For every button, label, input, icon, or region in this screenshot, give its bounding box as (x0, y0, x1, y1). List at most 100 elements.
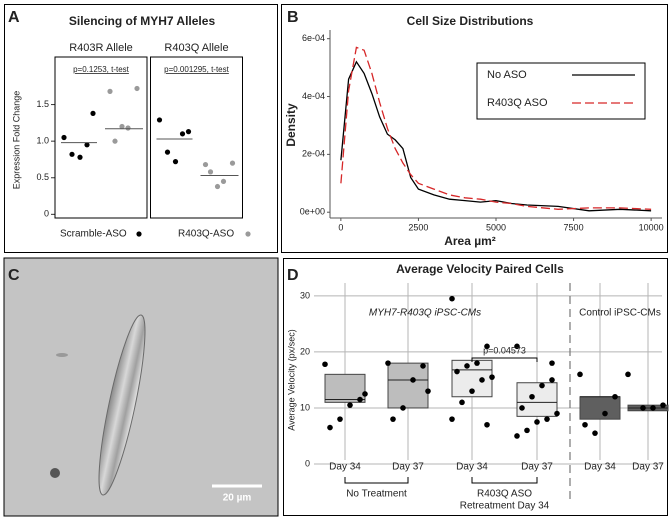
p-value: p=0.04573 (483, 345, 526, 355)
data-point (544, 416, 550, 422)
data-point (449, 295, 455, 302)
data-point (554, 410, 560, 417)
data-point (479, 377, 485, 383)
data-point (464, 363, 470, 369)
x-tick-label: 2500 (408, 222, 428, 232)
y-tick-label: 1.0 (36, 136, 49, 146)
debris (50, 468, 60, 478)
data-point (185, 129, 192, 135)
data-point (337, 416, 343, 422)
data-point (112, 138, 118, 144)
chart-title: Cell Size Distributions (407, 14, 534, 28)
data-point (420, 363, 426, 369)
facet-label: R403Q Allele (164, 42, 228, 54)
data-point (625, 371, 631, 378)
x-tick-label: Day 37 (521, 462, 553, 473)
data-point (582, 421, 588, 428)
box (516, 382, 558, 417)
legend-label: R403Q ASO (487, 97, 548, 109)
panel-label: B (287, 9, 299, 26)
data-point (347, 402, 353, 408)
x-tick-label: 5000 (486, 222, 506, 232)
data-point (322, 361, 328, 368)
data-point (90, 110, 96, 116)
box (387, 362, 429, 409)
chart-title: Average Velocity Paired Cells (396, 262, 564, 276)
treatment-bracket (344, 477, 409, 484)
data-point (207, 169, 214, 175)
panel-label: C (8, 267, 20, 284)
legend-box (476, 62, 646, 120)
facet-label: R403R Allele (69, 42, 133, 54)
legend-label: No ASO (487, 69, 527, 81)
data-point (489, 374, 495, 380)
data-point (119, 123, 125, 130)
panel-label: D (287, 267, 299, 284)
data-point (459, 399, 465, 406)
legend-label: R403Q-ASO (178, 229, 234, 240)
data-point (539, 382, 545, 389)
data-point (220, 178, 227, 185)
y-tick-label: 4e-04 (302, 91, 325, 101)
chart-title: Silencing of MYH7 Alleles (69, 14, 216, 28)
panel-frame (281, 4, 668, 253)
y-axis-label: Average Velocity (px/sec) (286, 329, 296, 430)
p-value: p=0.1253, t-test (73, 65, 130, 74)
box (579, 396, 621, 420)
data-point (640, 405, 646, 411)
data-point (229, 160, 236, 166)
data-point (179, 131, 186, 137)
data-point (202, 161, 209, 168)
data-point (524, 427, 530, 434)
data-point (385, 360, 391, 366)
density-line (340, 60, 652, 212)
data-point (77, 154, 83, 160)
p-value: p=0.001295, t-test (164, 65, 229, 74)
treatment-bracket (471, 477, 538, 484)
data-point (519, 405, 525, 411)
data-point (612, 393, 618, 400)
data-point (400, 405, 406, 411)
treatment-label: No Treatment (346, 489, 407, 500)
x-tick-label: Day 34 (456, 462, 488, 473)
data-point (529, 393, 535, 400)
data-point (602, 410, 608, 417)
data-point (534, 419, 540, 425)
x-tick-label: Day 34 (329, 462, 361, 473)
legend-label: Scramble-ASO (60, 229, 127, 240)
data-point (474, 360, 480, 366)
data-point (592, 430, 598, 436)
p-bracket (471, 357, 538, 362)
data-point (61, 134, 67, 141)
y-axis-label: Expression Fold Change (11, 91, 21, 190)
data-point (69, 151, 75, 157)
data-point (156, 117, 163, 123)
data-point (484, 343, 490, 350)
data-point (107, 88, 113, 94)
y-tick-label: 30 (300, 290, 310, 300)
legend-swatch (136, 231, 142, 237)
y-tick-label: 0 (305, 458, 310, 468)
y-axis-label: Density (284, 103, 298, 147)
data-point (577, 371, 583, 378)
treatment-label: Retreatment Day 34 (460, 501, 550, 512)
data-point (84, 142, 90, 148)
legend-swatch (245, 231, 251, 237)
micrograph-background (3, 257, 279, 517)
y-tick-label: 1.5 (36, 99, 49, 109)
x-tick-label: 7500 (564, 222, 584, 232)
data-point (125, 125, 131, 131)
panel-label: A (8, 9, 20, 26)
group-label: Control iPSC-CMs (579, 308, 661, 319)
data-point (469, 388, 475, 394)
data-point (327, 424, 333, 431)
data-point (172, 159, 179, 165)
data-point (362, 391, 368, 397)
data-point (549, 360, 555, 366)
data-point (134, 85, 140, 92)
facet-panel (54, 56, 148, 219)
data-point (514, 343, 520, 350)
data-point (454, 368, 460, 375)
data-point (390, 416, 396, 422)
